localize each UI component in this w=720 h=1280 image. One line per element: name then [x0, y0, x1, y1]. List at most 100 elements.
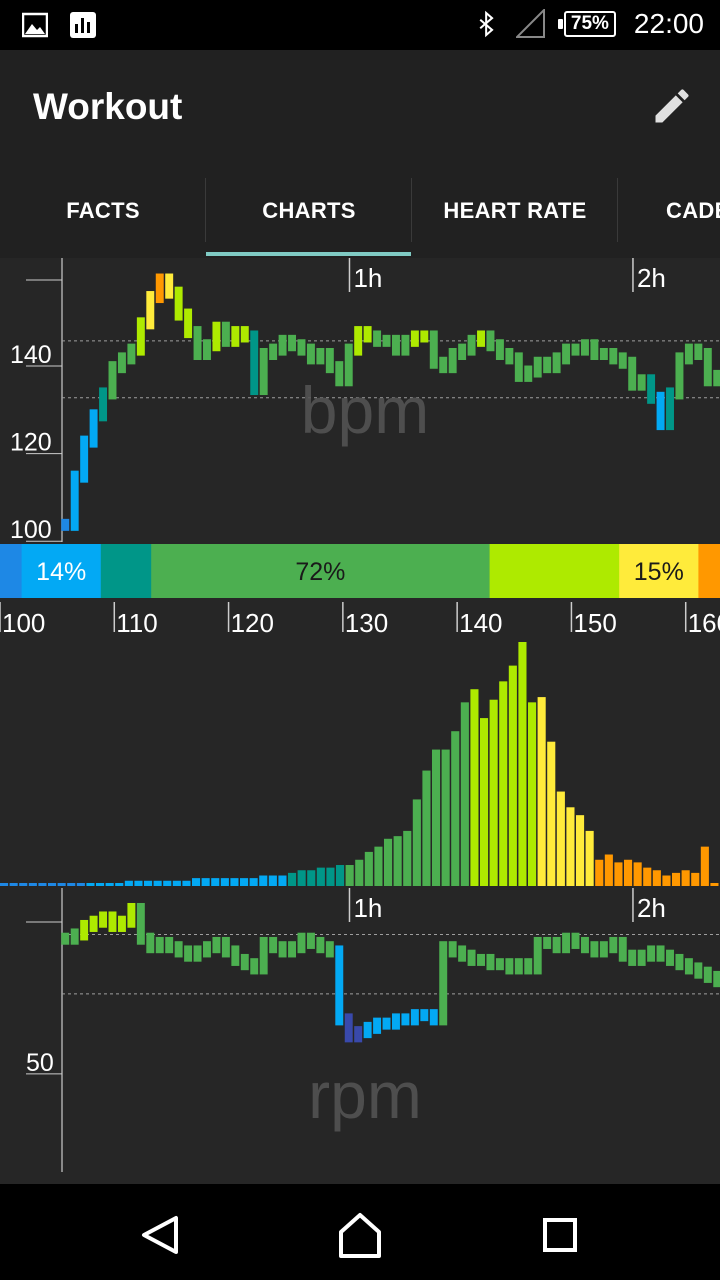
tab-bar: FACTS CHARTS HEART RATE CADE	[0, 178, 720, 258]
data-point	[448, 348, 457, 374]
histogram-bar	[182, 880, 191, 886]
data-point	[477, 330, 485, 347]
data-point	[155, 273, 164, 304]
histogram-bar	[528, 702, 537, 886]
no-signal-icon	[515, 9, 545, 38]
data-point	[628, 356, 637, 391]
data-point	[250, 958, 259, 975]
x-tick-label: 150	[573, 608, 616, 638]
histogram-bar	[163, 880, 172, 886]
histogram-bar	[633, 862, 642, 886]
histogram-bar	[297, 870, 306, 886]
histogram-bar	[643, 867, 652, 886]
data-point	[61, 932, 70, 945]
data-point	[666, 949, 674, 966]
data-point	[410, 1009, 419, 1026]
data-point	[184, 308, 193, 339]
recents-icon[interactable]	[533, 1208, 587, 1262]
heart-rate-chart: 100 120 140 1h 2h bpm	[10, 258, 720, 542]
data-point	[221, 321, 230, 347]
data-point	[117, 915, 126, 932]
heart-rate-histogram: 100 110 120 130 140 150 160	[0, 602, 720, 886]
data-point	[552, 936, 561, 954]
data-point	[694, 343, 703, 360]
data-point	[278, 941, 287, 958]
histogram-bar	[480, 718, 489, 886]
zone-segment	[619, 544, 699, 598]
data-point	[439, 941, 448, 1026]
zone-distribution-bar: 14% 72% 15%	[0, 542, 720, 602]
histogram-bar	[57, 883, 66, 886]
histogram-bar	[76, 883, 85, 886]
charts-content[interactable]: 100 120 140 1h 2h bpm 14% 72% 15% 100 110 120 130 1…	[0, 258, 720, 1184]
histogram-bar	[364, 851, 373, 886]
tab-cadence[interactable]: CADE	[618, 178, 720, 258]
data-point	[382, 334, 391, 347]
data-point	[80, 435, 89, 483]
histogram-bar	[700, 846, 709, 886]
data-point	[439, 356, 448, 374]
data-point	[618, 352, 627, 369]
y-tick-label: 120	[10, 429, 52, 457]
data-point	[552, 352, 561, 374]
back-icon[interactable]	[132, 1208, 186, 1262]
data-point	[240, 953, 249, 971]
data-point	[288, 941, 297, 958]
histogram-bar	[230, 878, 239, 886]
histogram-bar	[316, 867, 325, 886]
data-point	[193, 326, 202, 360]
histogram-bar	[489, 699, 498, 886]
data-point	[647, 374, 656, 404]
data-point	[127, 343, 136, 365]
data-point	[306, 343, 315, 365]
data-point	[269, 936, 278, 954]
data-point	[316, 348, 325, 365]
data-point	[325, 348, 334, 374]
tab-heart-rate[interactable]: HEART RATE	[412, 178, 618, 258]
data-point	[259, 936, 268, 975]
histogram-bar	[412, 799, 421, 886]
histogram-bar	[268, 875, 277, 886]
data-point	[524, 365, 533, 382]
data-point	[684, 958, 693, 975]
edit-icon[interactable]	[650, 84, 694, 128]
data-point	[571, 343, 580, 356]
data-point	[514, 958, 523, 975]
histogram-bar	[422, 770, 431, 886]
histogram-bar	[595, 859, 604, 886]
histogram-bar	[710, 883, 719, 886]
data-point	[458, 945, 467, 962]
histogram-bar	[48, 883, 57, 886]
data-point	[713, 369, 720, 387]
tab-cadence-label: CADE	[666, 198, 720, 223]
histogram-bar	[28, 883, 37, 886]
data-point	[344, 343, 353, 387]
data-point	[231, 326, 240, 347]
home-icon[interactable]	[333, 1208, 387, 1262]
data-point	[344, 1013, 353, 1043]
data-point	[70, 928, 79, 945]
data-point	[297, 339, 306, 356]
tab-facts[interactable]: FACTS	[0, 178, 206, 258]
data-point	[637, 374, 646, 391]
histogram-bar	[336, 865, 345, 886]
histogram-bar	[432, 749, 441, 886]
histogram-bar	[96, 883, 105, 886]
histogram-bar	[691, 872, 700, 886]
data-point	[354, 1026, 363, 1043]
histogram-bar	[585, 830, 594, 886]
data-point	[429, 1009, 438, 1026]
clock: 22:00	[633, 8, 704, 39]
page-title: Workout	[33, 86, 183, 127]
data-point	[89, 915, 98, 932]
data-point	[203, 339, 211, 360]
app-bar: Workout	[0, 50, 720, 178]
tab-charts[interactable]: CHARTS	[206, 178, 412, 258]
data-point	[392, 1013, 400, 1030]
unit-watermark: bpm	[301, 373, 429, 447]
histogram-bar	[67, 883, 76, 886]
data-point	[61, 518, 70, 531]
data-point	[325, 941, 334, 958]
data-point	[382, 1017, 391, 1030]
x-tick-label: 120	[231, 608, 274, 638]
